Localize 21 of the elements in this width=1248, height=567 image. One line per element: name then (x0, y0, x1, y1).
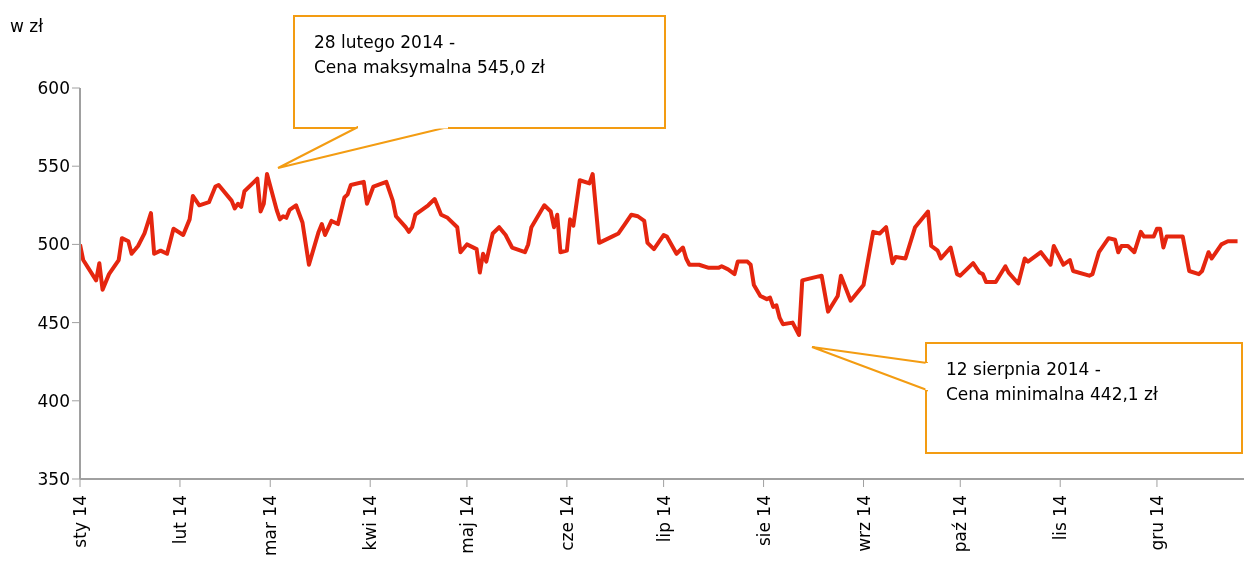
y-tick-label: 400 (37, 390, 70, 411)
y-tick-label: 500 (37, 234, 70, 255)
y-tick-label: 600 (37, 78, 70, 99)
x-tick-label: lut 14 (169, 495, 190, 545)
x-tick-label: kwi 14 (360, 495, 381, 551)
y-axis-title: w zł (10, 16, 44, 36)
y-tick-label: 350 (37, 469, 70, 490)
x-tick-label: lis 14 (1050, 495, 1071, 541)
x-tick-label: gru 14 (1146, 495, 1167, 551)
y-tick-label: 450 (37, 312, 70, 333)
annotation: 12 sierpnia 2014 - Cena minimalna 442,1 zł (946, 359, 1158, 404)
x-tick-label: sie 14 (753, 495, 774, 547)
x-tick-label: wrz 14 (853, 495, 874, 552)
x-tick-label: maj 14 (456, 495, 477, 554)
y-tick-label: 550 (37, 156, 70, 177)
x-tick-label: cze 14 (556, 495, 577, 551)
x-tick-label: sty 14 (70, 495, 90, 548)
x-tick-label: paź 14 (950, 495, 971, 553)
x-tick-label: mar 14 (260, 495, 281, 557)
line-series (80, 172, 1240, 337)
x-tick-label: lip 14 (653, 495, 674, 543)
